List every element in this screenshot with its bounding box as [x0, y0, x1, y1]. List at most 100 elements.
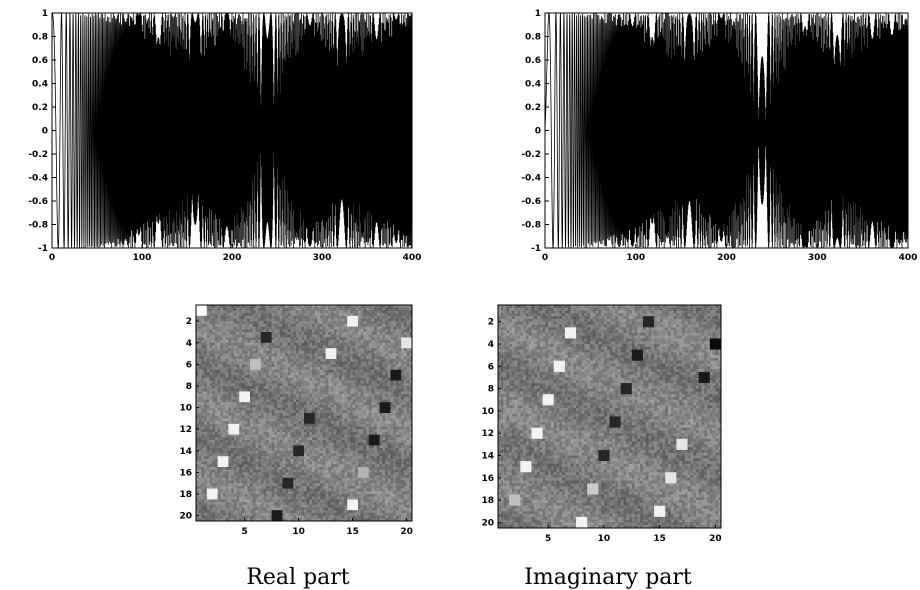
- heatmap-texture-cell: [325, 377, 329, 381]
- heatmap-texture-cell: [285, 426, 289, 430]
- heatmap-texture-cell: [309, 348, 313, 352]
- heatmap-texture-cell: [344, 456, 348, 460]
- heatmap-texture-cell: [201, 377, 205, 381]
- heatmap-texture-cell: [239, 437, 243, 441]
- heatmap-texture-cell: [236, 461, 240, 465]
- heatmap-texture-cell: [266, 313, 270, 317]
- heatmap-texture-cell: [250, 456, 253, 460]
- heatmap-texture-cell: [287, 305, 291, 308]
- heatmap-texture-cell: [347, 353, 351, 357]
- heatmap-texture-cell: [385, 353, 388, 357]
- heatmap-texture-cell: [225, 326, 229, 330]
- heatmap-texture-cell: [309, 440, 313, 443]
- heatmap-texture-cell: [385, 399, 388, 403]
- heatmap-texture-cell: [295, 456, 299, 460]
- heatmap-texture-cell: [306, 396, 310, 400]
- heatmap-texture-cell: [209, 345, 213, 349]
- heatmap-texture-cell: [360, 372, 364, 376]
- heatmap-texture-cell: [363, 404, 367, 408]
- heatmap-texture-cell: [241, 429, 245, 433]
- heatmap-texture-cell: [339, 453, 343, 457]
- heatmap-texture-cell: [268, 350, 272, 354]
- heatmap-texture-cell: [328, 342, 332, 346]
- heatmap-texture-cell: [233, 348, 237, 352]
- heatmap-texture-cell: [371, 404, 375, 408]
- heatmap-texture-cell: [290, 450, 294, 454]
- heatmap-texture-cell: [287, 396, 291, 400]
- heatmap-texture-cell: [366, 396, 370, 400]
- heatmap-texture-cell: [274, 359, 278, 362]
- heatmap-texture-cell: [339, 402, 343, 406]
- heatmap-texture-cell: [277, 418, 280, 422]
- heatmap-texture-cell: [223, 313, 226, 317]
- heatmap-texture-cell: [236, 359, 240, 362]
- heatmap-texture-cell: [376, 431, 380, 435]
- heatmap-texture-cell: [331, 380, 334, 384]
- heatmap-texture-cell: [344, 413, 348, 416]
- heatmap-texture-cell: [320, 353, 324, 357]
- heatmap-texture-cell: [260, 399, 264, 403]
- heatmap-texture-cell: [339, 323, 343, 327]
- heatmap-texture-cell: [201, 391, 205, 395]
- heatmap-texture-cell: [201, 431, 205, 435]
- heatmap-texture-cell: [244, 377, 248, 381]
- heatmap-texture-cell: [395, 329, 399, 333]
- heatmap-texture-cell: [398, 421, 402, 425]
- heatmap-texture-cell: [285, 429, 289, 433]
- heatmap-texture-cell: [368, 445, 372, 449]
- heatmap-texture-cell: [231, 318, 235, 322]
- heatmap-texture-cell: [366, 310, 370, 314]
- heatmap-texture-cell: [406, 321, 410, 325]
- heatmap-texture-cell: [260, 326, 264, 330]
- heatmap-texture-cell: [385, 340, 388, 344]
- heatmap-texture-cell: [255, 388, 259, 392]
- heatmap-texture-cell: [376, 426, 380, 430]
- heatmap-texture-cell: [266, 305, 270, 308]
- heatmap-texture-cell: [258, 329, 262, 333]
- heatmap-texture-cell: [314, 313, 318, 317]
- heatmap-texture-cell: [206, 431, 210, 435]
- heatmap-texture-cell: [271, 345, 275, 349]
- heatmap-texture-cell: [395, 342, 399, 346]
- heatmap-texture-cell: [263, 445, 267, 449]
- heatmap-texture-cell: [279, 342, 283, 346]
- heatmap-texture-cell: [290, 418, 294, 422]
- heatmap-texture-cell: [217, 453, 221, 457]
- heatmap-texture-cell: [360, 450, 364, 454]
- heatmap-texture-cell: [295, 329, 299, 333]
- heatmap-texture-cell: [212, 456, 216, 460]
- heatmap-texture-cell: [223, 323, 226, 327]
- heatmap-texture-cell: [231, 421, 235, 425]
- heatmap-texture-cell: [293, 386, 297, 389]
- heatmap-texture-cell: [398, 467, 402, 470]
- heatmap-texture-cell: [241, 329, 245, 333]
- heatmap-texture-cell: [274, 437, 278, 441]
- heatmap-texture-cell: [225, 310, 229, 314]
- heatmap-texture-cell: [271, 404, 275, 408]
- heatmap-texture-cell: [290, 429, 294, 433]
- heatmap-texture-cell: [312, 318, 316, 322]
- heatmap-texture-cell: [233, 391, 237, 395]
- heatmap-texture-cell: [204, 467, 208, 470]
- heatmap-texture-cell: [196, 431, 199, 435]
- heatmap-texture-cell: [295, 380, 299, 384]
- heatmap-texture-cell: [368, 380, 372, 384]
- heatmap-texture-cell: [277, 421, 280, 425]
- heatmap-texture-cell: [282, 318, 286, 322]
- heatmap-texture-cell: [331, 445, 334, 449]
- heatmap-texture-cell: [382, 340, 386, 344]
- heatmap-texture-cell: [358, 407, 361, 411]
- heatmap-texture-cell: [217, 356, 221, 360]
- heatmap-texture-cell: [266, 372, 270, 376]
- heatmap-texture-cell: [212, 391, 216, 395]
- heatmap-texture-cell: [358, 458, 361, 462]
- heatmap-texture-cell: [274, 394, 278, 398]
- heatmap-texture-cell: [349, 453, 353, 457]
- heatmap-texture-cell: [239, 329, 243, 333]
- heatmap-texture-cell: [295, 396, 299, 400]
- heatmap-texture-cell: [349, 388, 353, 392]
- heatmap-texture-cell: [336, 448, 340, 452]
- heatmap-texture-cell: [220, 450, 224, 454]
- heatmap-texture-cell: [331, 464, 334, 468]
- heatmap-texture-cell: [271, 469, 275, 473]
